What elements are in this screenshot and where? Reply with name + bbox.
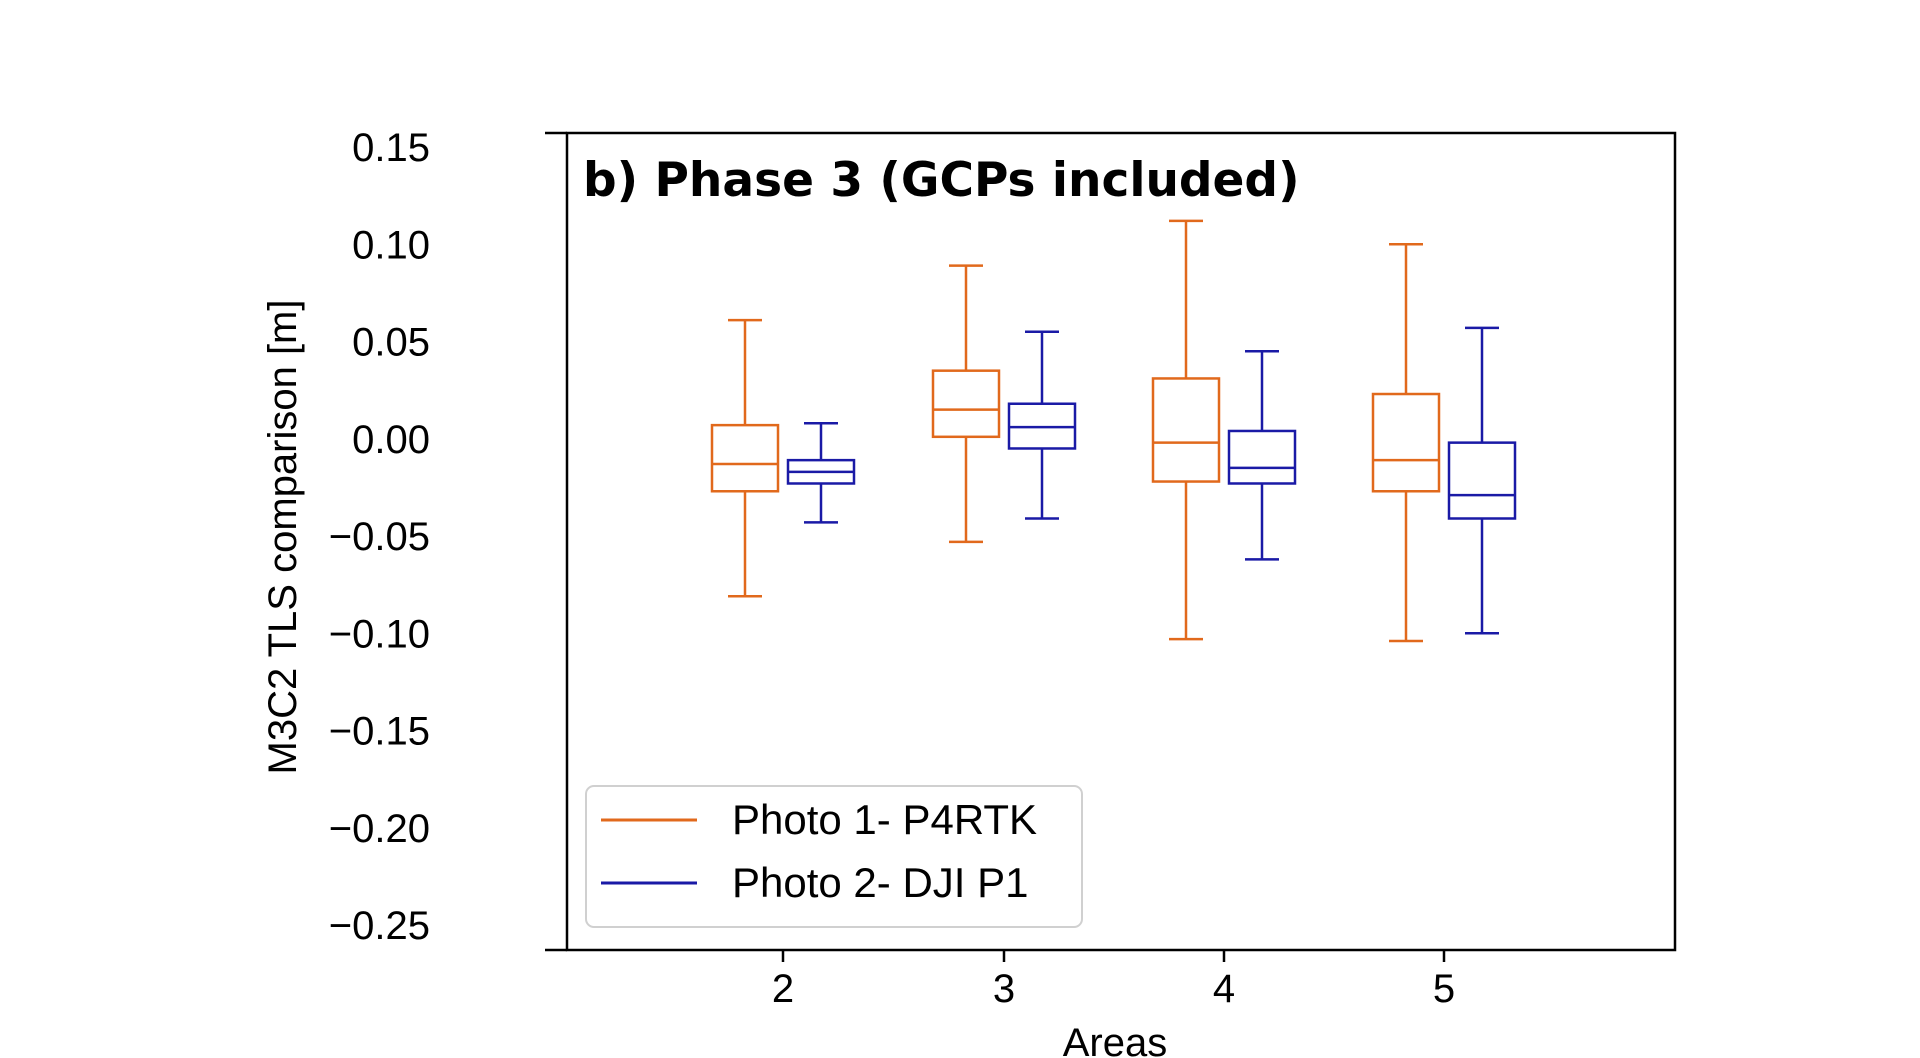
boxplot [1447,326,1517,635]
box-iqr [710,423,780,493]
box-iqr [931,369,1001,439]
y-tick-label: −0.15 [329,710,430,754]
x-ticks: 2 3 4 5 [772,950,1455,1011]
y-tick-label: 0.00 [352,418,430,462]
y-axis-label: M3C2 TLS comparison [m] [261,300,305,775]
legend: Photo 1- P4RTK Photo 2- DJI P1 [585,785,1083,928]
chart-title: b) Phase 3 (GCPs included) [583,153,1300,208]
boxplot [786,421,856,524]
y-tick-label: −0.25 [329,904,430,948]
box-iqr [1447,441,1517,520]
y-ticks: 0.15 0.10 0.05 0.00 −0.05 −0.10 −0.15 −0.20 −0.2… [329,126,430,948]
boxplot [1151,219,1221,641]
x-tick-label: 2 [772,967,794,1011]
box-iqr [1151,377,1221,483]
legend-frame [585,785,1083,928]
x-tick-label: 4 [1213,967,1235,1011]
boxplot [1371,243,1441,643]
box-iqr [1371,392,1441,493]
y-tick-label: 0.10 [352,223,430,267]
y-tick-label: −0.05 [329,515,430,559]
boxplot [1227,349,1297,561]
boxplots [710,219,1517,643]
y-tick-label: −0.20 [329,807,430,851]
y-tick-label: 0.05 [352,321,430,365]
boxplot [1007,330,1077,520]
y-tick-label: 0.15 [352,126,430,170]
y-tick-label: −0.10 [329,612,430,656]
boxplot [710,318,780,598]
boxplot [931,264,1001,544]
legend-label-p4rtk: Photo 1- P4RTK [732,796,1037,843]
x-tick-label: 3 [993,967,1015,1011]
legend-label-djip1: Photo 2- DJI P1 [732,859,1028,906]
x-tick-label: 5 [1433,967,1455,1011]
box-iqr [1227,429,1297,485]
x-axis-label: Areas [1063,1021,1168,1058]
